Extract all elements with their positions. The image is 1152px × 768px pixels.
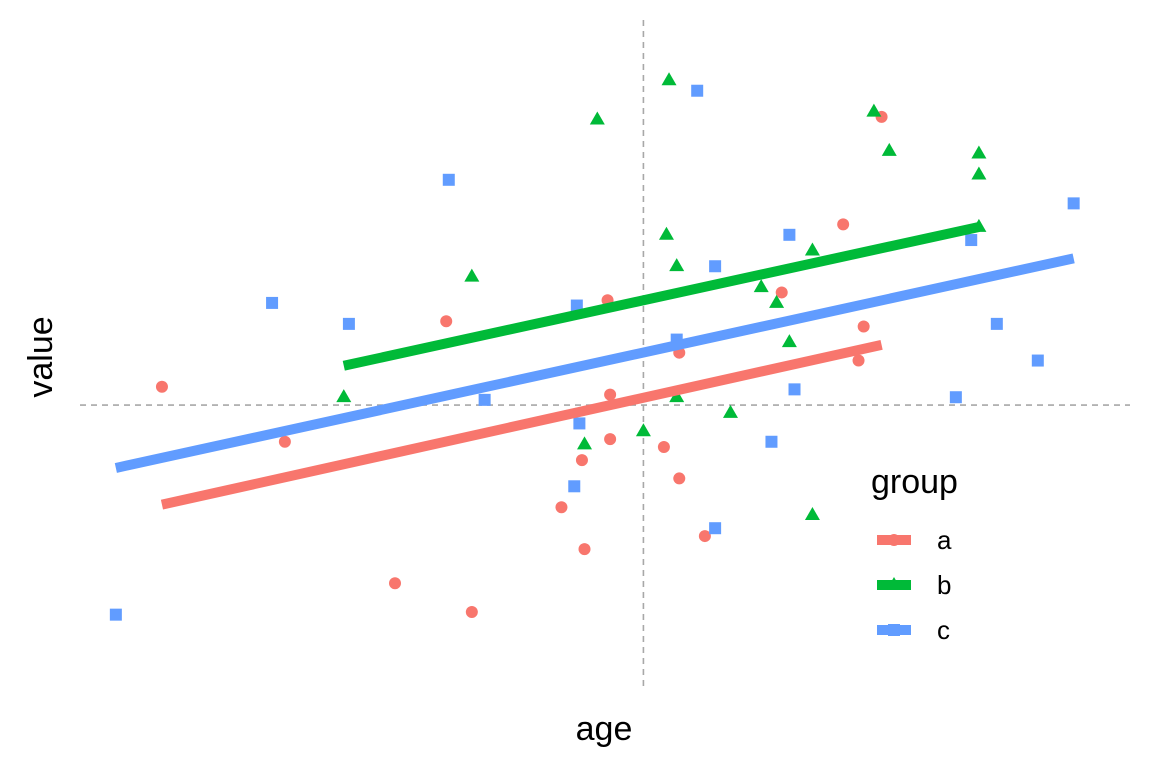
legend-label-c: c (937, 615, 950, 645)
data-point-a (575, 454, 588, 467)
data-point-b (669, 389, 685, 403)
data-point-c (783, 228, 796, 241)
legend-key-marker-c (888, 624, 900, 636)
data-point-c (266, 296, 279, 309)
legend-key-marker-b (886, 576, 902, 590)
data-point-a (698, 530, 711, 543)
data-point-c (990, 317, 1003, 330)
legend-key-marker-a (888, 534, 900, 546)
data-point-b (971, 166, 987, 180)
data-point-c (1031, 354, 1044, 367)
data-point-c (765, 435, 778, 448)
data-point-c (570, 299, 583, 312)
data-point-a (440, 315, 453, 328)
points-layer (109, 72, 1080, 621)
data-point-b (781, 334, 797, 348)
data-point-a (555, 501, 568, 514)
reference-lines (80, 20, 1130, 688)
data-point-c (691, 84, 704, 97)
data-point-c (949, 391, 962, 404)
data-point-b (866, 103, 882, 117)
fit-line-a (160, 339, 883, 510)
data-point-a (657, 440, 670, 453)
legend: group abc (871, 463, 958, 645)
data-point-c (568, 480, 581, 493)
fit-lines-layer (114, 222, 1075, 510)
data-point-c (478, 393, 491, 406)
data-point-b (769, 294, 785, 308)
data-point-a (278, 435, 291, 448)
data-point-a (852, 354, 865, 367)
data-point-a (465, 606, 478, 619)
data-point-a (155, 380, 168, 393)
data-point-a (604, 388, 617, 401)
data-point-c (1067, 197, 1080, 210)
data-point-b (881, 142, 897, 156)
data-point-a (604, 433, 617, 446)
data-point-b (577, 436, 593, 450)
data-point-b (464, 268, 480, 282)
legend-label-b: b (937, 570, 951, 600)
data-point-b (669, 258, 685, 272)
data-point-c (709, 522, 722, 535)
data-point-c (709, 260, 722, 273)
data-point-c (573, 417, 586, 430)
data-point-b (753, 279, 769, 293)
data-point-a (837, 218, 850, 231)
legend-title: group (871, 463, 958, 501)
legend-entries: abc (877, 525, 952, 645)
data-point-b (336, 389, 352, 403)
data-point-c (442, 173, 455, 186)
data-point-b (804, 242, 820, 256)
y-axis-title: value (22, 316, 60, 397)
data-point-c (109, 608, 122, 621)
data-point-b (971, 145, 987, 159)
data-point-c (965, 234, 978, 247)
data-point-b (589, 111, 605, 125)
data-point-a (673, 472, 686, 485)
data-point-a (389, 577, 401, 590)
legend-label-a: a (937, 525, 952, 555)
data-point-b (635, 423, 651, 437)
data-point-b (658, 226, 674, 240)
data-point-b (804, 507, 820, 521)
data-point-c (788, 383, 801, 396)
data-point-a (775, 286, 788, 299)
data-point-a (578, 543, 591, 556)
fit-line-c (114, 253, 1075, 473)
data-point-a (857, 320, 870, 333)
data-point-c (342, 317, 355, 330)
data-point-b (661, 72, 677, 86)
fit-line-b (342, 222, 980, 371)
x-axis-title: age (576, 710, 633, 748)
data-point-b (722, 404, 738, 418)
